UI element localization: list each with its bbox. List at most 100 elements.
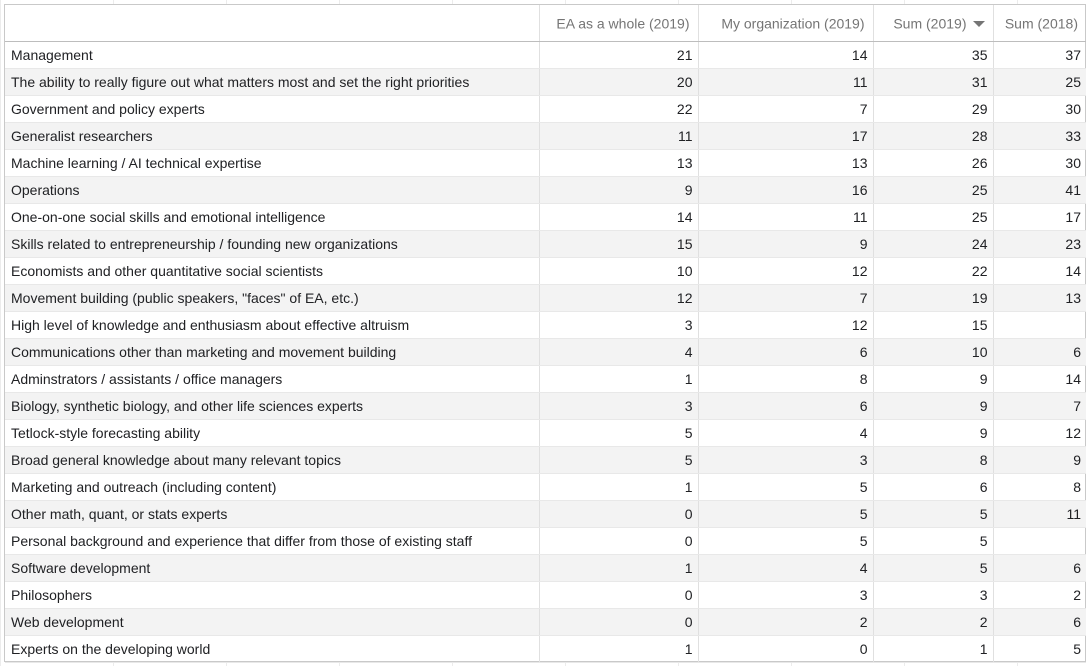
skill-cell: Management: [5, 41, 539, 69]
my-org-2019-cell: 11: [697, 68, 873, 96]
skill-cell: Skills related to entrepreneurship / fou…: [5, 230, 539, 258]
table-row: One-on-one social skills and emotional i…: [5, 203, 1086, 231]
sum-2018-cell: 33: [992, 122, 1086, 150]
table-row: Biology, synthetic biology, and other li…: [5, 392, 1086, 420]
column-header-sum-2019[interactable]: Sum (2019): [872, 5, 993, 42]
sum-2019-cell: 26: [872, 149, 993, 177]
table-row: Broad general knowledge about many relev…: [5, 446, 1086, 474]
skill-cell: High level of knowledge and enthusiasm a…: [5, 311, 539, 339]
ea-2019-cell: 11: [538, 122, 698, 150]
sum-2018-cell: 13: [992, 284, 1086, 312]
sort-descending-icon[interactable]: [972, 20, 985, 27]
sum-2018-cell: 11: [992, 500, 1086, 528]
sum-2019-cell: 9: [872, 365, 993, 393]
sum-2019-cell: 25: [872, 176, 993, 204]
sum-2019-cell: 31: [872, 68, 993, 96]
skill-cell: Government and policy experts: [5, 95, 539, 123]
sum-2018-cell: 30: [992, 149, 1086, 177]
table-row: Machine learning / AI technical expertis…: [5, 149, 1086, 177]
ea-2019-cell: 3: [538, 311, 698, 339]
table-body: Management 21 14 35 37 The ability to really …: [5, 41, 1086, 663]
sum-2019-cell: 6: [872, 473, 993, 501]
my-org-2019-cell: 17: [697, 122, 873, 150]
ea-2019-cell: 10: [538, 257, 698, 285]
sum-2019-cell: 5: [872, 500, 993, 528]
sum-2019-cell: 9: [872, 419, 993, 447]
ea-2019-cell: 22: [538, 95, 698, 123]
my-org-2019-cell: 3: [697, 581, 873, 609]
table-row: Adminstrators / assistants / office mana…: [5, 365, 1086, 393]
sum-2019-cell: 2: [872, 608, 993, 636]
ea-2019-cell: 9: [538, 176, 698, 204]
skill-cell: Other math, quant, or stats experts: [5, 500, 539, 528]
table-row: Management 21 14 35 37: [5, 41, 1086, 69]
sum-2019-cell: 5: [872, 527, 993, 555]
data-table-container: EA as a whole (2019) My organization (20…: [4, 4, 1086, 663]
column-header-ea-2019[interactable]: EA as a whole (2019): [538, 5, 698, 42]
ea-2019-cell: 21: [538, 41, 698, 69]
table-row: The ability to really figure out what ma…: [5, 68, 1086, 96]
skill-cell: One-on-one social skills and emotional i…: [5, 203, 539, 231]
data-table: EA as a whole (2019) My organization (20…: [5, 5, 1086, 663]
table-row: High level of knowledge and enthusiasm a…: [5, 311, 1086, 339]
my-org-2019-cell: 9: [697, 230, 873, 258]
my-org-2019-cell: 11: [697, 203, 873, 231]
skill-cell: Generalist researchers: [5, 122, 539, 150]
sum-2018-cell: 6: [992, 608, 1086, 636]
sum-2019-cell: 35: [872, 41, 993, 69]
skill-cell: Philosophers: [5, 581, 539, 609]
skill-cell: Communications other than marketing and …: [5, 338, 539, 366]
skill-cell: Broad general knowledge about many relev…: [5, 446, 539, 474]
sum-2019-cell: 9: [872, 392, 993, 420]
my-org-2019-cell: 2: [697, 608, 873, 636]
ea-2019-cell: 0: [538, 527, 698, 555]
table-row: Economists and other quantitative social…: [5, 257, 1086, 285]
column-header-skill[interactable]: [5, 5, 539, 42]
my-org-2019-cell: 5: [697, 473, 873, 501]
sum-2019-cell: 28: [872, 122, 993, 150]
ea-2019-cell: 20: [538, 68, 698, 96]
sum-2018-cell: 6: [992, 554, 1086, 582]
my-org-2019-cell: 5: [697, 527, 873, 555]
column-header-sum-2018[interactable]: Sum (2018): [992, 5, 1086, 42]
skill-cell: Adminstrators / assistants / office mana…: [5, 365, 539, 393]
table-row: Generalist researchers 11 17 28 33: [5, 122, 1086, 150]
skill-cell: Tetlock-style forecasting ability: [5, 419, 539, 447]
skill-cell: Software development: [5, 554, 539, 582]
my-org-2019-cell: 8: [697, 365, 873, 393]
sum-2019-cell: 24: [872, 230, 993, 258]
sum-2018-cell: 17: [992, 203, 1086, 231]
table-row: Skills related to entrepreneurship / fou…: [5, 230, 1086, 258]
table-row: Software development 1 4 5 6: [5, 554, 1086, 582]
sum-2018-cell: 2: [992, 581, 1086, 609]
sum-2018-cell: 25: [992, 68, 1086, 96]
ea-2019-cell: 13: [538, 149, 698, 177]
my-org-2019-cell: 12: [697, 257, 873, 285]
sum-2018-cell: 14: [992, 257, 1086, 285]
skill-cell: Web development: [5, 608, 539, 636]
sum-2019-cell: 19: [872, 284, 993, 312]
sum-2019-cell: 15: [872, 311, 993, 339]
sum-2019-cell: 10: [872, 338, 993, 366]
skill-cell: Movement building (public speakers, "fac…: [5, 284, 539, 312]
table-row: Operations 9 16 25 41: [5, 176, 1086, 204]
sum-2018-cell: 37: [992, 41, 1086, 69]
ea-2019-cell: 0: [538, 500, 698, 528]
table-row: Marketing and outreach (including conten…: [5, 473, 1086, 501]
ea-2019-cell: 1: [538, 365, 698, 393]
sum-2018-cell: 8: [992, 473, 1086, 501]
skill-cell: Operations: [5, 176, 539, 204]
skill-cell: Biology, synthetic biology, and other li…: [5, 392, 539, 420]
table-row: Communications other than marketing and …: [5, 338, 1086, 366]
skill-cell: Marketing and outreach (including conten…: [5, 473, 539, 501]
header-row: EA as a whole (2019) My organization (20…: [5, 5, 1086, 42]
sum-2018-cell: 23: [992, 230, 1086, 258]
my-org-2019-cell: 6: [697, 338, 873, 366]
table-row: Tetlock-style forecasting ability 5 4 9 12: [5, 419, 1086, 447]
skill-cell: Economists and other quantitative social…: [5, 257, 539, 285]
column-header-my-org-2019[interactable]: My organization (2019): [697, 5, 873, 42]
my-org-2019-cell: 6: [697, 392, 873, 420]
sum-2018-cell: 5: [992, 635, 1086, 663]
sum-2018-cell: 9: [992, 446, 1086, 474]
sum-2019-cell: 22: [872, 257, 993, 285]
